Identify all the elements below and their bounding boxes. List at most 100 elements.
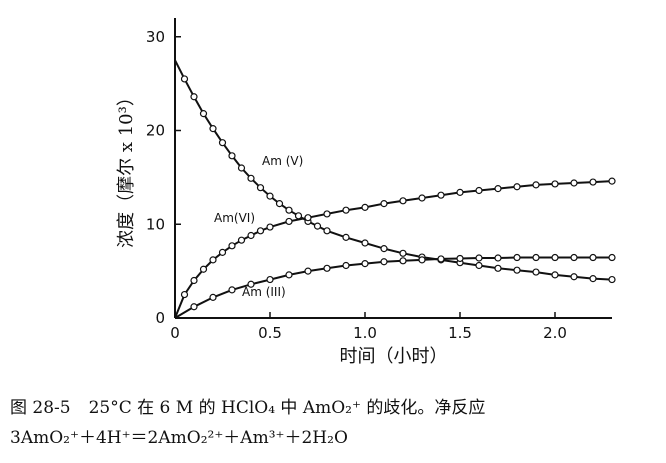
data-point: [532, 253, 540, 262]
data-point: [209, 125, 217, 133]
data-point: [218, 139, 227, 147]
caption-equation: 3AmO₂⁺＋4H⁺＝2AmO₂²⁺＋Am³⁺＋2H₂O: [10, 428, 348, 448]
data-point: [275, 200, 284, 208]
series-label: Am (V): [262, 154, 303, 168]
data-point: [475, 254, 483, 262]
data-point: [209, 293, 217, 301]
series-line: [174, 256, 612, 319]
data-point: [323, 210, 331, 218]
data-point: [570, 179, 578, 187]
data-point: [237, 236, 246, 244]
data-point: [266, 275, 274, 284]
data-point: [380, 245, 388, 253]
data-point: [494, 254, 502, 262]
data-point: [190, 276, 198, 285]
data-point: [437, 255, 445, 263]
data-point: [342, 233, 350, 241]
chart-ticks: 0 0.5 1.0 1.5 2.0 0 10 20 30: [146, 28, 567, 342]
y-tick-label: 10: [146, 215, 165, 233]
chart-markers: [180, 75, 616, 311]
data-point: [304, 267, 312, 275]
data-point: [456, 188, 464, 196]
data-point: [342, 261, 350, 270]
data-point: [266, 192, 274, 200]
data-point: [218, 248, 227, 256]
y-tick-label: 0: [155, 309, 165, 327]
data-point: [199, 110, 208, 118]
series-label: Am (III): [242, 285, 286, 299]
x-tick-label: 0.5: [258, 324, 282, 342]
data-point: [209, 256, 217, 264]
data-point: [180, 290, 189, 299]
data-point: [285, 206, 293, 214]
series-label: Am(VI): [214, 211, 255, 225]
x-axis-title: 时间（小时）: [340, 346, 448, 367]
data-point: [190, 93, 198, 101]
data-point: [551, 180, 559, 188]
data-point: [399, 249, 407, 257]
data-point: [570, 253, 578, 262]
data-point: [608, 253, 616, 262]
caption-line-1: 图 28-5 25°C 在 6 M 的 HClO₄ 中 AmO₂⁺ 的歧化。净反应: [10, 393, 485, 423]
data-point: [418, 194, 426, 202]
data-point: [228, 242, 236, 250]
data-point: [323, 227, 331, 235]
data-point: [399, 257, 407, 265]
data-point: [494, 185, 502, 193]
data-point: [228, 286, 236, 294]
data-point: [256, 184, 265, 192]
x-tick-label: 1.5: [448, 324, 472, 342]
data-point: [589, 178, 597, 186]
data-point: [361, 239, 369, 247]
y-axis-title: 浓度（摩尔 x 10³）: [116, 88, 137, 248]
data-point: [551, 253, 559, 262]
data-point: [313, 222, 322, 230]
data-point: [342, 206, 350, 214]
data-point: [256, 227, 265, 235]
data-point: [456, 254, 464, 263]
data-point: [190, 303, 198, 311]
data-point: [551, 271, 559, 279]
data-point: [180, 75, 189, 83]
data-point: [266, 223, 274, 231]
data-point: [247, 231, 255, 240]
x-tick-label: 1.0: [353, 324, 377, 342]
data-point: [285, 271, 293, 279]
data-point: [323, 264, 331, 272]
data-point: [304, 214, 312, 222]
y-tick-label: 20: [146, 122, 165, 140]
data-point: [589, 253, 597, 262]
series-line: [174, 180, 613, 319]
y-tick-label: 30: [146, 28, 165, 46]
chart-axes: [174, 18, 612, 319]
data-point: [361, 203, 369, 211]
data-point: [513, 183, 521, 191]
data-point: [513, 253, 521, 262]
data-point: [247, 174, 255, 182]
disproportionation-chart: 0 0.5 1.0 1.5 2.0 0 10 20 30 时间（小时） 浓度（摩尔 x 10³） A…: [116, 18, 616, 367]
data-point: [380, 258, 388, 266]
data-point: [437, 191, 445, 199]
chart-series: [174, 59, 613, 319]
data-point: [513, 266, 521, 274]
data-point: [285, 217, 293, 226]
data-point: [399, 197, 407, 205]
x-tick-label: 0: [170, 324, 180, 342]
data-point: [361, 260, 369, 268]
data-point: [199, 265, 208, 273]
caption-figure-number: 图 28-5: [10, 398, 71, 418]
x-tick-label: 2.0: [543, 324, 567, 342]
data-point: [532, 268, 540, 276]
data-point: [475, 186, 483, 195]
data-point: [608, 275, 616, 284]
data-point: [570, 273, 578, 281]
data-point: [228, 152, 236, 160]
data-point: [294, 212, 303, 220]
chart-labels: 时间（小时） 浓度（摩尔 x 10³） Am (V) Am(VI) Am (III): [116, 88, 448, 367]
data-point: [237, 164, 246, 172]
data-point: [532, 181, 540, 189]
data-point: [494, 264, 502, 272]
data-point: [247, 280, 255, 288]
figure-caption: 图 28-5 25°C 在 6 M 的 HClO₄ 中 AmO₂⁺ 的歧化。净反应…: [10, 393, 485, 453]
data-point: [608, 177, 616, 185]
